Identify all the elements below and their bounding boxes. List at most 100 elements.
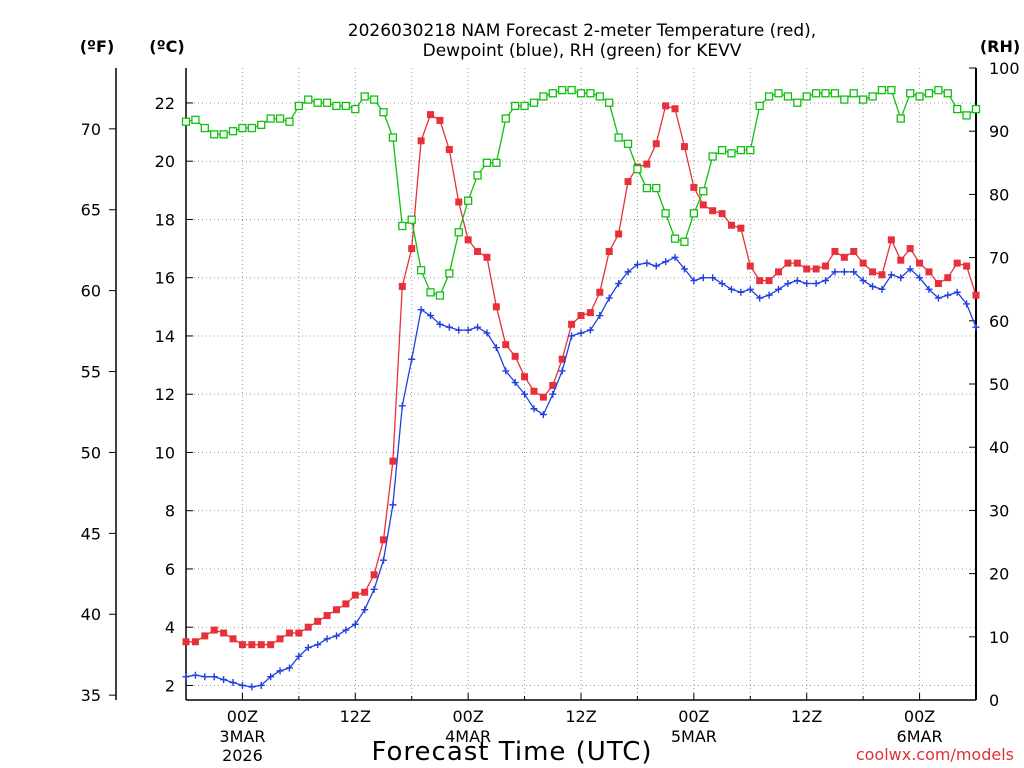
dewpoint-point (822, 277, 830, 285)
rh-point (322, 98, 332, 107)
dewpoint-point (906, 265, 914, 273)
x-tick-year-label: 2026 (222, 746, 263, 765)
dewpoint-point (765, 291, 773, 299)
rh-point (802, 92, 811, 101)
rh-point (840, 95, 849, 104)
dewpoint-point (332, 632, 340, 640)
x-axis-label: Forecast Time (UTC) (371, 737, 652, 767)
rh-point (924, 89, 934, 98)
dewpoint-point (671, 253, 679, 261)
dewpoint-point (718, 280, 726, 288)
temperature-point (963, 262, 971, 270)
rh-point (877, 85, 887, 95)
rh-point (811, 89, 821, 98)
temperature-point (812, 265, 820, 273)
x-tick-label: 00Z (904, 707, 935, 726)
dewpoint-point (746, 285, 754, 293)
dewpoint-point (267, 673, 275, 681)
dewpoint-point (445, 323, 453, 331)
rh-point (586, 89, 595, 98)
dewpoint-point (417, 306, 425, 314)
dewpoint-point (276, 667, 284, 675)
rh-tick-label: 60 (989, 312, 1009, 331)
rh-point (962, 111, 971, 120)
rh-point (228, 127, 238, 136)
dewpoint-point (314, 641, 322, 649)
dewpoint-point (229, 679, 237, 687)
temperature-point (840, 253, 848, 261)
temperature-point (680, 143, 688, 151)
temperature-point (210, 626, 218, 634)
temperature-point (342, 600, 350, 608)
rh-point (539, 92, 548, 101)
temperature-point (897, 256, 905, 264)
rh-tick-label: 0 (989, 691, 999, 710)
rh-point (633, 164, 642, 174)
dewpoint-point (897, 274, 905, 282)
dewpoint-point (436, 320, 444, 328)
rh-tick-label: 30 (989, 501, 1009, 520)
temperature-point (380, 536, 387, 544)
dewpoint-point (220, 676, 228, 684)
rh-tick-label: 90 (989, 122, 1009, 141)
temperature-point (257, 641, 265, 649)
temperature-point (530, 387, 538, 395)
dewpoint-point (737, 288, 745, 296)
temperature-point (521, 373, 529, 381)
rh-point (793, 98, 802, 107)
dewpoint-point (652, 262, 660, 270)
rh-point (257, 120, 266, 130)
temperature-point (332, 606, 340, 614)
temperature-series (182, 102, 980, 649)
rh-point (238, 123, 247, 133)
celsius-tick-label: 10 (155, 443, 175, 462)
temperature-point (201, 632, 209, 640)
data-series (181, 85, 981, 691)
fahrenheit-tick-label: 45 (81, 524, 101, 543)
rh-point (821, 89, 830, 98)
dewpoint-point (624, 268, 632, 276)
rh-point (689, 209, 699, 218)
dewpoint-point (709, 274, 717, 282)
temperature-point (784, 259, 792, 267)
temperature-point (916, 259, 924, 267)
dewpoint-point (502, 367, 510, 375)
rh-point (614, 133, 623, 142)
dewpoint-point (568, 332, 576, 340)
dewpoint-point (191, 671, 199, 679)
dewpoint-point (521, 390, 529, 398)
dewpoint-point (680, 265, 688, 273)
rh-point (511, 101, 520, 111)
dewpoint-point (793, 277, 801, 285)
rh-tick-label: 100 (989, 59, 1020, 78)
temperature-point (831, 247, 839, 255)
rh-point (943, 89, 952, 98)
rh-point (764, 92, 774, 101)
celsius-tick-label: 8 (165, 502, 175, 521)
temperature-point (238, 641, 246, 649)
dewpoint-point (577, 329, 585, 337)
dewpoint-point (408, 355, 416, 363)
dewpoint-point (727, 285, 735, 293)
dewpoint-point (756, 294, 764, 302)
rh-point (416, 266, 426, 275)
dewpoint-point (633, 261, 641, 269)
rh-point (558, 85, 567, 95)
x-tick-date-label: 3MAR (219, 727, 265, 746)
temperature-point (850, 247, 858, 255)
x-tick-label: 12Z (791, 707, 822, 726)
temperature-point (182, 638, 190, 646)
temperature-point (502, 341, 510, 349)
rh-point (200, 123, 209, 133)
temperature-line (186, 105, 977, 646)
temperature-point (953, 259, 961, 267)
rh-point (605, 98, 614, 107)
dewpoint-point (351, 620, 359, 628)
rh-point (623, 139, 633, 148)
temperature-point (944, 274, 952, 282)
temperature-point (389, 457, 397, 465)
rh-point (454, 228, 463, 237)
dewpoint-point (285, 664, 293, 672)
rh-point (783, 92, 793, 101)
dewpoint-point (859, 277, 867, 285)
